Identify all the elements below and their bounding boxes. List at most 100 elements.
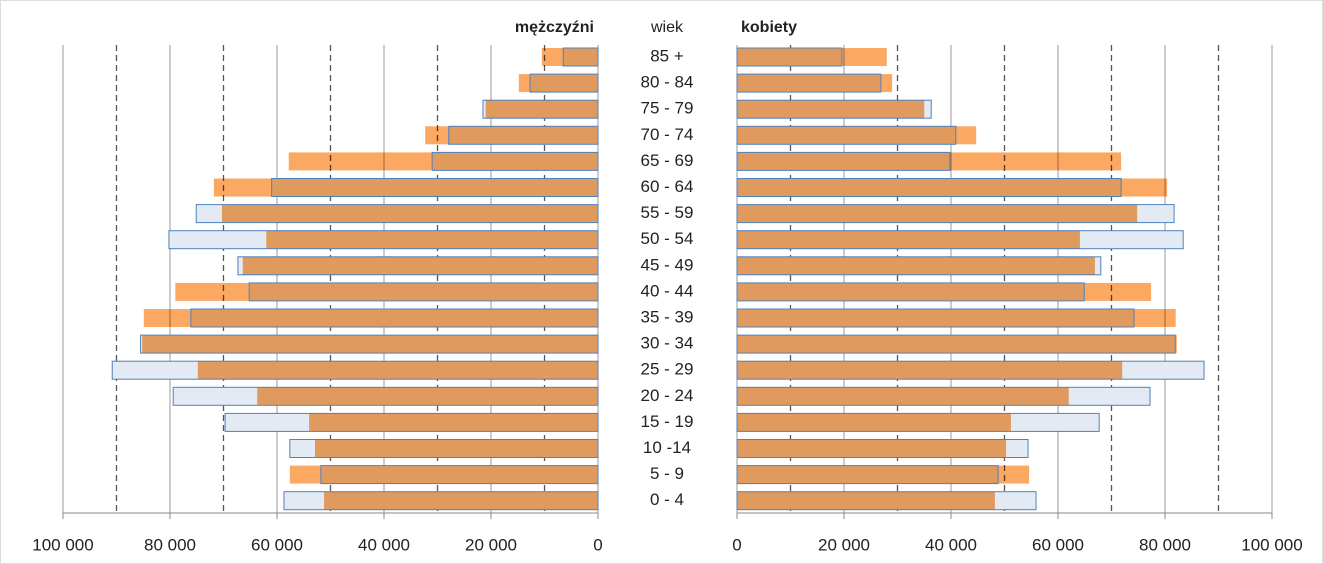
bar: [197, 361, 598, 380]
bar-outline: [289, 439, 599, 458]
bar: [737, 413, 1011, 432]
bar: [737, 204, 1138, 223]
bar-outline: [271, 178, 599, 197]
bar-outline: [736, 465, 999, 485]
bar-outline: [562, 47, 599, 67]
bar: [737, 335, 1177, 354]
bar-outline: [736, 308, 1135, 328]
bar-outline: [431, 151, 599, 171]
category-label: 80 - 84: [641, 73, 694, 92]
bar-outline: [168, 230, 599, 250]
bar: [266, 230, 598, 249]
bar: [309, 413, 598, 432]
bar-outline: [736, 256, 1102, 276]
bar-outline: [224, 412, 599, 432]
bar-outline: [283, 491, 599, 511]
bar-outline: [320, 465, 599, 485]
bar-outline: [736, 125, 957, 145]
bar-outline: [111, 360, 599, 380]
bar-outline: [736, 99, 932, 119]
bar-outline: [736, 282, 1085, 302]
category-label: 40 - 44: [641, 281, 694, 300]
bar-outline: [529, 73, 599, 93]
bar-outline: [736, 386, 1151, 406]
bar: [221, 204, 598, 223]
bar-outline: [736, 204, 1175, 224]
bar-outline: [140, 334, 599, 354]
category-label: 45 - 49: [641, 255, 694, 274]
category-label: 10 -14: [643, 438, 691, 457]
bar: [213, 178, 598, 197]
x-tick-label: 40 000: [358, 535, 410, 554]
x-tick-label: 20 000: [465, 535, 517, 554]
x-tick-label: 100 000: [32, 535, 93, 554]
bar: [737, 230, 1080, 249]
bar-outline: [736, 491, 1037, 511]
bar: [485, 100, 598, 119]
bar: [737, 178, 1168, 197]
bar: [289, 465, 598, 484]
bar: [314, 439, 598, 458]
bar-outline: [195, 204, 599, 224]
right-title: kobiety: [741, 19, 797, 36]
category-label: 25 - 29: [641, 360, 694, 379]
category-label: 35 - 39: [641, 307, 694, 326]
category-label: 75 - 79: [641, 99, 694, 118]
x-tick-label: 0: [593, 535, 602, 554]
bar-outline: [248, 282, 599, 302]
x-tick-label: 80 000: [1139, 535, 1191, 554]
bar: [737, 282, 1152, 301]
bar: [324, 491, 598, 510]
x-tick-label: 80 000: [144, 535, 196, 554]
bar-outline: [736, 439, 1029, 458]
bar: [518, 74, 598, 93]
bar-outline: [736, 178, 1122, 197]
bar: [737, 465, 1030, 484]
bar: [257, 387, 598, 406]
bar: [425, 126, 598, 145]
x-tick-label: 0: [732, 535, 741, 554]
bar: [737, 439, 1007, 458]
bar: [737, 361, 1123, 380]
bar: [737, 309, 1176, 327]
category-label: 15 - 19: [641, 412, 694, 431]
category-label: 55 - 59: [641, 203, 694, 222]
bar-outline: [736, 230, 1184, 250]
x-tick-label: 100 000: [1241, 535, 1302, 554]
category-label: 20 - 24: [641, 386, 694, 405]
bar: [142, 335, 598, 354]
bar: [737, 491, 995, 510]
bar-outline: [172, 386, 599, 406]
x-tick-label: 60 000: [251, 535, 303, 554]
bar-outline: [736, 412, 1100, 432]
x-tick-label: 60 000: [1032, 535, 1084, 554]
bar: [737, 100, 925, 119]
bar-outline: [736, 47, 843, 67]
bar-outline: [190, 308, 599, 328]
x-tick-label: 40 000: [925, 535, 977, 554]
bar-outline: [736, 73, 882, 93]
category-label: 60 - 64: [641, 177, 694, 196]
bar-outline: [237, 256, 599, 276]
bar: [737, 74, 893, 93]
bar-outline: [736, 360, 1205, 380]
bar-outline: [482, 99, 599, 119]
category-label: 70 - 74: [641, 125, 694, 144]
bar: [242, 256, 598, 275]
left-title: mężczyźni: [515, 19, 594, 36]
x-tick-label: 20 000: [818, 535, 870, 554]
category-label: 85 +: [650, 46, 684, 65]
bar: [541, 48, 598, 66]
bar: [737, 48, 887, 66]
category-label: 65 - 69: [641, 151, 694, 170]
bar: [175, 282, 598, 301]
category-label: 5 - 9: [650, 464, 684, 483]
category-label: 50 - 54: [641, 229, 694, 248]
bar: [288, 152, 598, 171]
bar: [737, 152, 1122, 171]
category-label: 30 - 34: [641, 334, 694, 353]
bar-outline: [736, 151, 951, 171]
category-label: 0 - 4: [650, 490, 684, 509]
